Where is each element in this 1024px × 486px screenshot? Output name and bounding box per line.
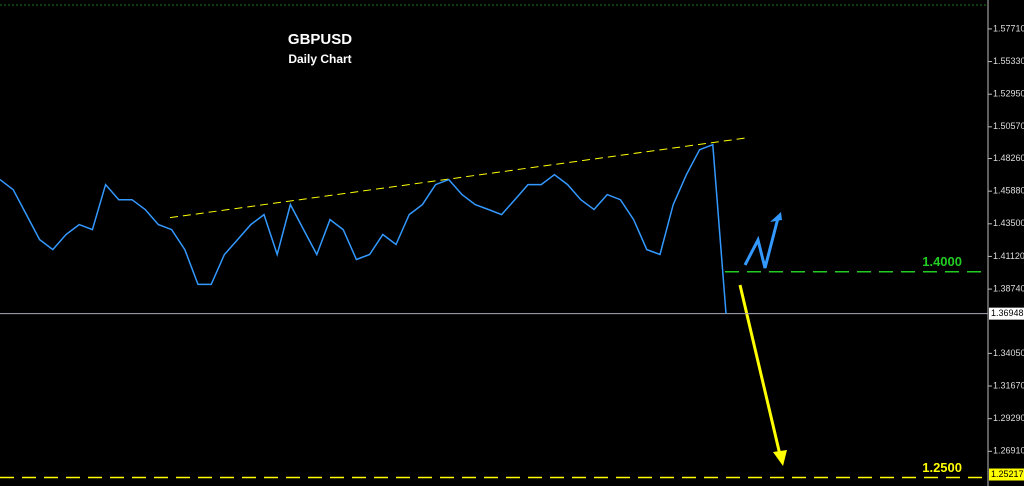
y-tick-label: 1.57710 [993, 23, 1024, 33]
y-tick-label: 1.26910 [993, 446, 1024, 456]
y-tick-label: 1.41120 [993, 251, 1024, 261]
y-tick-label: 1.34050 [993, 348, 1024, 358]
chart-subtitle: Daily Chart [288, 52, 351, 66]
y-tick-label: 1.38740 [993, 283, 1024, 293]
y-tick-label: 1.45880 [993, 186, 1024, 196]
level-label: 1.2500 [922, 460, 962, 475]
trendline [169, 137, 749, 219]
price-tag-box [989, 468, 1024, 481]
up-arrow [743, 217, 780, 269]
y-tick-label: 1.29290 [993, 413, 1024, 423]
y-tick-label: 1.55330 [993, 56, 1024, 66]
price-line [0, 143, 727, 314]
up-arrow-head [770, 212, 782, 222]
y-tick-label: 1.52950 [993, 89, 1024, 99]
level-label: 1.4000 [922, 254, 962, 269]
price-tag-label: 1.25217 [991, 469, 1024, 479]
y-tick-label: 1.43500 [993, 218, 1024, 228]
chart-title: GBPUSD [288, 31, 352, 48]
y-tick-label: 1.50570 [993, 121, 1024, 131]
price-tag-box [989, 307, 1024, 320]
y-tick-label: 1.31670 [993, 380, 1024, 390]
y-tick-label: 1.48260 [993, 153, 1024, 163]
down-arrow-head [773, 450, 787, 466]
price-tag-label: 1.36948 [991, 308, 1024, 318]
